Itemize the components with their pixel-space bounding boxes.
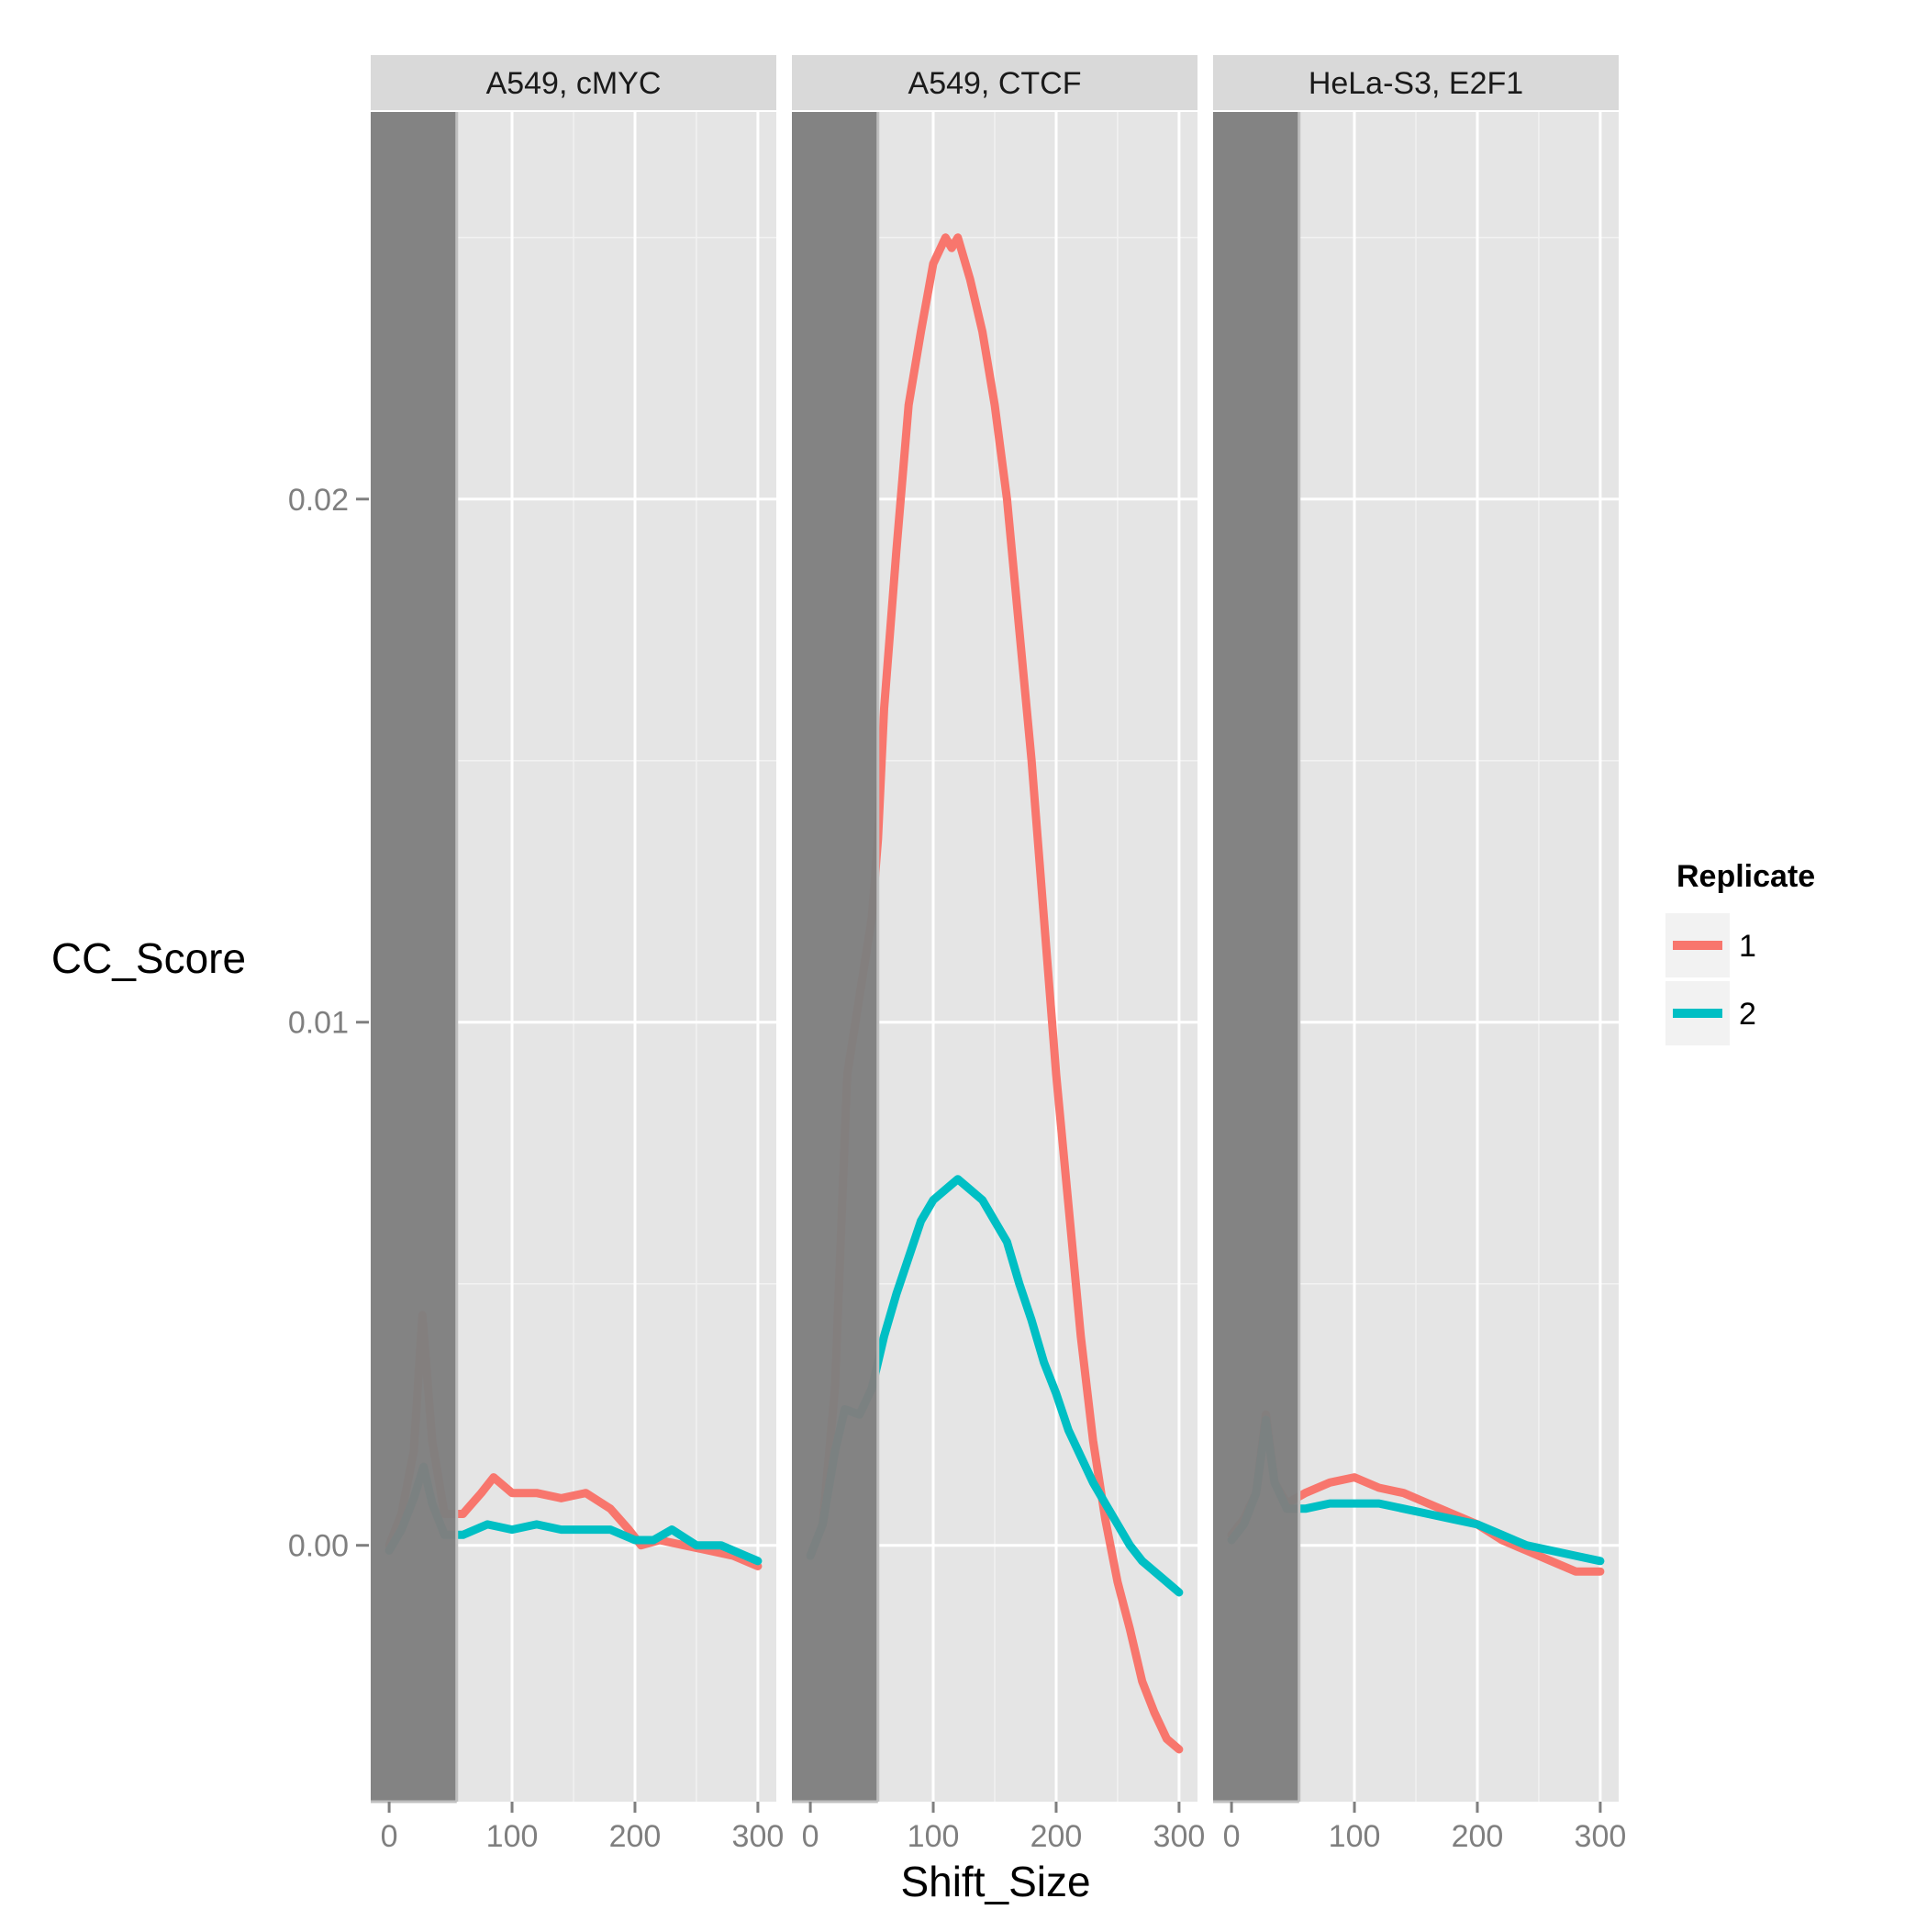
excluded-region xyxy=(371,112,457,1802)
legend-label: 2 xyxy=(1739,997,1756,1032)
x-axis-title: Shift_Size xyxy=(900,1858,1090,1905)
x-tick-label: 100 xyxy=(1329,1819,1381,1854)
excluded-region xyxy=(1213,112,1299,1802)
x-tick-label: 300 xyxy=(1575,1819,1627,1854)
x-tick-label: 0 xyxy=(1223,1819,1241,1854)
legend-label: 1 xyxy=(1739,929,1756,964)
x-axes: 0 100 200 300 0 100 200 300 0 100 200 300 xyxy=(381,1802,1627,1854)
legend-key-2: 2 xyxy=(1665,981,1756,1045)
panel-1: A549, cMYC xyxy=(371,55,776,1804)
panel-3: HeLa-S3, E2F1 xyxy=(1213,55,1619,1804)
legend: Replicate 12 xyxy=(1665,859,1815,1045)
panels-layer: A549, cMYC A549, CTCF HeLa-S3, E2F1 xyxy=(371,55,1619,1804)
facet-strip xyxy=(371,55,776,110)
x-tick-label: 100 xyxy=(908,1819,960,1854)
x-tick-label: 200 xyxy=(1030,1819,1083,1854)
excluded-region xyxy=(792,112,878,1802)
legend-title: Replicate xyxy=(1676,859,1815,894)
x-tick-label: 300 xyxy=(732,1819,785,1854)
x-tick-label: 0 xyxy=(381,1819,398,1854)
x-tick-label: 200 xyxy=(609,1819,662,1854)
panel-2: A549, CTCF xyxy=(792,55,1197,1804)
facet-strip-label: A549, cMYC xyxy=(486,66,662,101)
y-axis-title: CC_Score xyxy=(51,934,246,982)
facet-strip xyxy=(1213,55,1619,110)
y-tick-label: 0.02 xyxy=(288,483,349,518)
y-axis: 0.00 0.01 0.02 xyxy=(288,483,369,1564)
y-tick-label: 0.01 xyxy=(288,1006,349,1041)
legend-key-1: 1 xyxy=(1665,913,1756,977)
facet-strip xyxy=(792,55,1197,110)
y-tick-label: 0.00 xyxy=(288,1529,349,1564)
legend-keys: 12 xyxy=(1665,913,1756,1045)
facet-strip-label: A549, CTCF xyxy=(908,66,1082,101)
x-tick-label: 200 xyxy=(1452,1819,1504,1854)
x-tick-label: 300 xyxy=(1153,1819,1206,1854)
x-tick-label: 0 xyxy=(802,1819,819,1854)
x-tick-label: 100 xyxy=(486,1819,539,1854)
facet-strip-label: HeLa-S3, E2F1 xyxy=(1309,66,1523,101)
